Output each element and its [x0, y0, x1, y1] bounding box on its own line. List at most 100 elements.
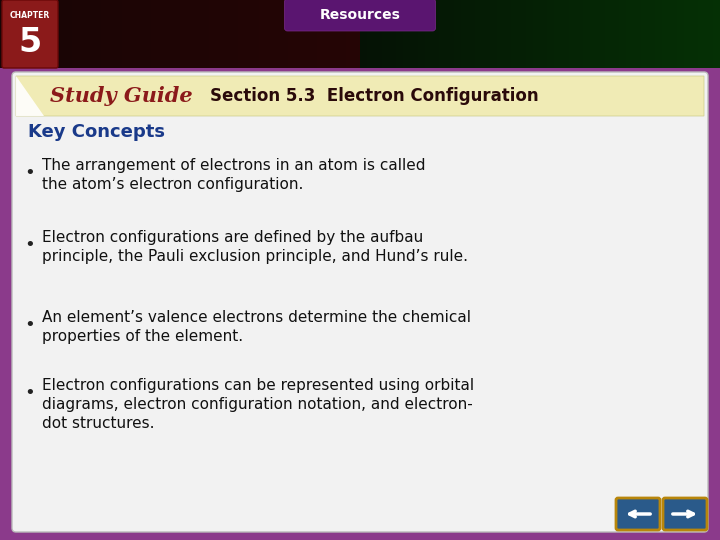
- Polygon shape: [209, 0, 216, 68]
- Polygon shape: [223, 0, 230, 68]
- Polygon shape: [403, 0, 410, 68]
- Text: CHAPTER: CHAPTER: [10, 10, 50, 19]
- Text: Key Concepts: Key Concepts: [28, 123, 165, 141]
- Polygon shape: [259, 0, 266, 68]
- Polygon shape: [648, 0, 655, 68]
- Polygon shape: [619, 0, 626, 68]
- Polygon shape: [65, 0, 72, 68]
- Text: the atom’s electron configuration.: the atom’s electron configuration.: [42, 177, 303, 192]
- Polygon shape: [706, 0, 713, 68]
- Polygon shape: [202, 0, 209, 68]
- Polygon shape: [151, 0, 158, 68]
- Polygon shape: [569, 0, 576, 68]
- Text: properties of the element.: properties of the element.: [42, 329, 243, 344]
- FancyBboxPatch shape: [12, 72, 708, 532]
- FancyBboxPatch shape: [16, 76, 704, 116]
- Polygon shape: [173, 0, 180, 68]
- Polygon shape: [526, 0, 533, 68]
- Polygon shape: [108, 0, 115, 68]
- Polygon shape: [576, 0, 583, 68]
- Text: •: •: [24, 316, 35, 334]
- FancyBboxPatch shape: [663, 498, 707, 530]
- Polygon shape: [612, 0, 619, 68]
- Polygon shape: [50, 0, 58, 68]
- Polygon shape: [130, 0, 137, 68]
- Text: Electron configurations can be represented using orbital: Electron configurations can be represent…: [42, 378, 474, 393]
- Polygon shape: [317, 0, 324, 68]
- Polygon shape: [137, 0, 144, 68]
- Text: diagrams, electron configuration notation, and electron-: diagrams, electron configuration notatio…: [42, 397, 473, 412]
- Polygon shape: [518, 0, 526, 68]
- Polygon shape: [101, 0, 108, 68]
- Polygon shape: [79, 0, 86, 68]
- Polygon shape: [216, 0, 223, 68]
- Polygon shape: [187, 0, 194, 68]
- Polygon shape: [144, 0, 151, 68]
- Polygon shape: [626, 0, 634, 68]
- Polygon shape: [691, 0, 698, 68]
- Polygon shape: [302, 0, 310, 68]
- FancyBboxPatch shape: [8, 70, 712, 532]
- Polygon shape: [194, 0, 202, 68]
- FancyBboxPatch shape: [284, 0, 436, 31]
- Polygon shape: [698, 0, 706, 68]
- Polygon shape: [396, 0, 403, 68]
- Text: 5: 5: [19, 25, 42, 58]
- Text: Resources: Resources: [320, 8, 400, 22]
- Text: •: •: [24, 164, 35, 182]
- Polygon shape: [324, 0, 331, 68]
- Polygon shape: [475, 0, 482, 68]
- Polygon shape: [446, 0, 454, 68]
- Text: dot structures.: dot structures.: [42, 416, 155, 431]
- Polygon shape: [540, 0, 547, 68]
- Polygon shape: [583, 0, 590, 68]
- Polygon shape: [670, 0, 677, 68]
- Polygon shape: [677, 0, 684, 68]
- Polygon shape: [713, 0, 720, 68]
- Polygon shape: [252, 0, 259, 68]
- Polygon shape: [554, 0, 562, 68]
- Polygon shape: [497, 0, 504, 68]
- FancyBboxPatch shape: [616, 498, 660, 530]
- Polygon shape: [158, 0, 166, 68]
- Polygon shape: [295, 0, 302, 68]
- Polygon shape: [439, 0, 446, 68]
- Polygon shape: [684, 0, 691, 68]
- Polygon shape: [533, 0, 540, 68]
- Text: The arrangement of electrons in an atom is called: The arrangement of electrons in an atom …: [42, 158, 426, 173]
- Polygon shape: [288, 0, 295, 68]
- Text: Electron configurations are defined by the aufbau: Electron configurations are defined by t…: [42, 230, 423, 245]
- Polygon shape: [16, 76, 44, 116]
- Polygon shape: [0, 0, 7, 68]
- Polygon shape: [490, 0, 497, 68]
- Polygon shape: [655, 0, 662, 68]
- Polygon shape: [504, 0, 511, 68]
- Polygon shape: [29, 0, 36, 68]
- Polygon shape: [346, 0, 353, 68]
- Polygon shape: [389, 0, 396, 68]
- Polygon shape: [36, 0, 43, 68]
- Polygon shape: [562, 0, 569, 68]
- Polygon shape: [454, 0, 461, 68]
- Polygon shape: [331, 0, 338, 68]
- Polygon shape: [43, 0, 50, 68]
- Polygon shape: [410, 0, 418, 68]
- Text: An element’s valence electrons determine the chemical: An element’s valence electrons determine…: [42, 310, 471, 325]
- Polygon shape: [353, 0, 360, 68]
- Text: •: •: [24, 236, 35, 254]
- Polygon shape: [598, 0, 605, 68]
- Polygon shape: [14, 0, 22, 68]
- Polygon shape: [590, 0, 598, 68]
- Text: principle, the Pauli exclusion principle, and Hund’s rule.: principle, the Pauli exclusion principle…: [42, 249, 468, 264]
- Polygon shape: [360, 0, 367, 68]
- Polygon shape: [425, 0, 432, 68]
- Polygon shape: [274, 0, 281, 68]
- Polygon shape: [22, 0, 29, 68]
- FancyBboxPatch shape: [2, 0, 58, 68]
- Polygon shape: [511, 0, 518, 68]
- Polygon shape: [310, 0, 317, 68]
- Polygon shape: [180, 0, 187, 68]
- Polygon shape: [266, 0, 274, 68]
- Polygon shape: [58, 0, 65, 68]
- Polygon shape: [122, 0, 130, 68]
